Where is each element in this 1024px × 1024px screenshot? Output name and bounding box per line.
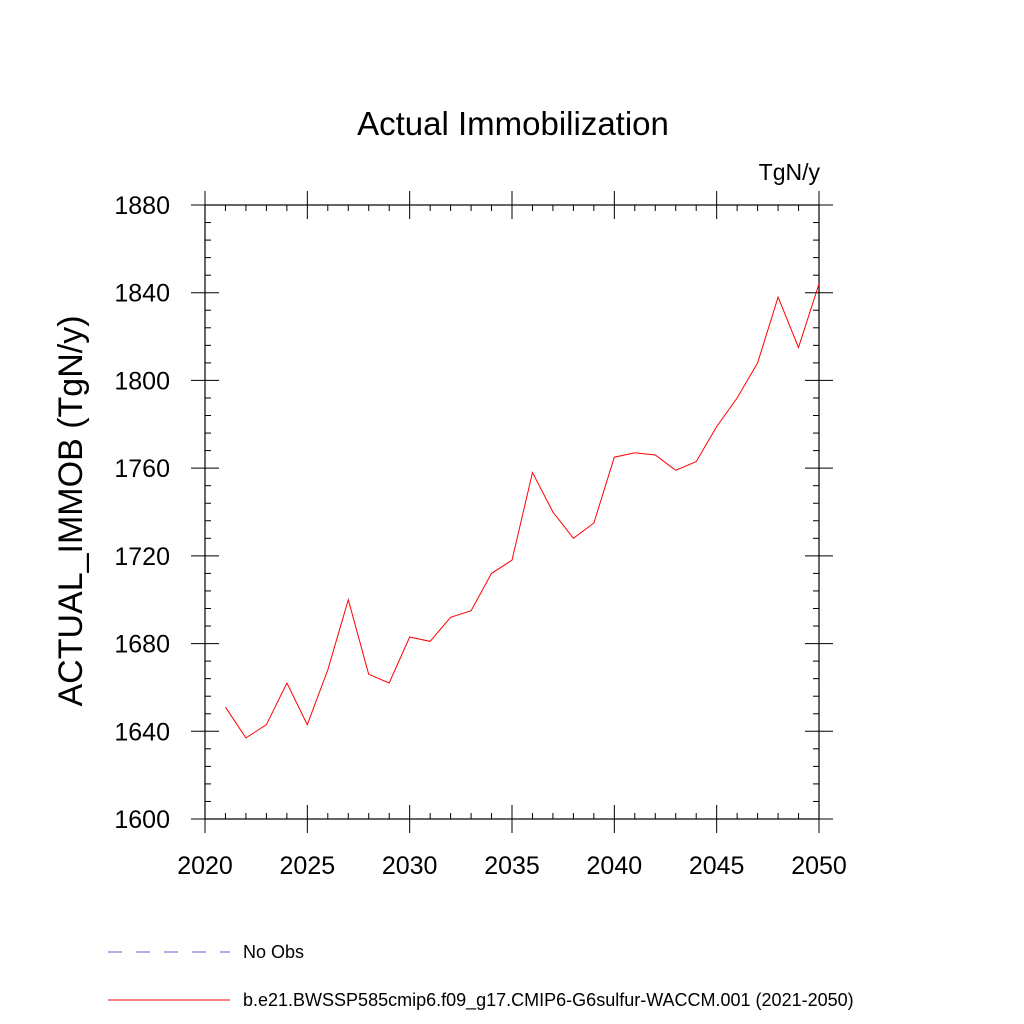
y-tick-label: 1600 xyxy=(114,806,170,834)
legend-label: b.e21.BWSSP585cmip6.f09_g17.CMIP6-G6sulf… xyxy=(243,990,854,1011)
x-tick-label: 2045 xyxy=(689,852,745,880)
legend: No Obs b.e21.BWSSP585cmip6.f09_g17.CMIP6-… xyxy=(108,942,854,1011)
y-tick-label: 1680 xyxy=(114,631,170,659)
x-tick-label: 2040 xyxy=(587,852,643,880)
y-tick-label: 1840 xyxy=(114,280,170,308)
series-layer xyxy=(225,283,820,739)
y-tick-labels: 1600 1640 1680 1720 1760 1800 1840 1880 xyxy=(114,192,170,834)
y-tick-label: 1640 xyxy=(114,718,170,746)
units-label: TgN/y xyxy=(759,159,821,185)
y-tick-label: 1800 xyxy=(114,367,170,395)
y-tick-label: 1760 xyxy=(114,455,170,483)
y-tick-label: 1880 xyxy=(114,192,170,220)
y-tick-label: 1720 xyxy=(114,543,170,571)
plot-frame xyxy=(204,204,820,820)
x-tick-label: 2030 xyxy=(382,852,438,880)
x-tick-label: 2035 xyxy=(484,852,540,880)
legend-label: No Obs xyxy=(243,942,304,962)
x-tick-label: 2050 xyxy=(791,852,847,880)
x-tick-label: 2025 xyxy=(280,852,336,880)
minor-ticks xyxy=(205,205,819,819)
x-tick-label: 2020 xyxy=(177,852,233,880)
chart-title: Actual Immobilization xyxy=(357,105,669,142)
series-line xyxy=(225,283,820,739)
major-ticks xyxy=(191,191,833,833)
x-tick-labels: 2020 2025 2030 2035 2040 2045 2050 xyxy=(177,852,847,880)
y-axis-label: ACTUAL_IMMOB (TgN/y) xyxy=(52,315,90,706)
